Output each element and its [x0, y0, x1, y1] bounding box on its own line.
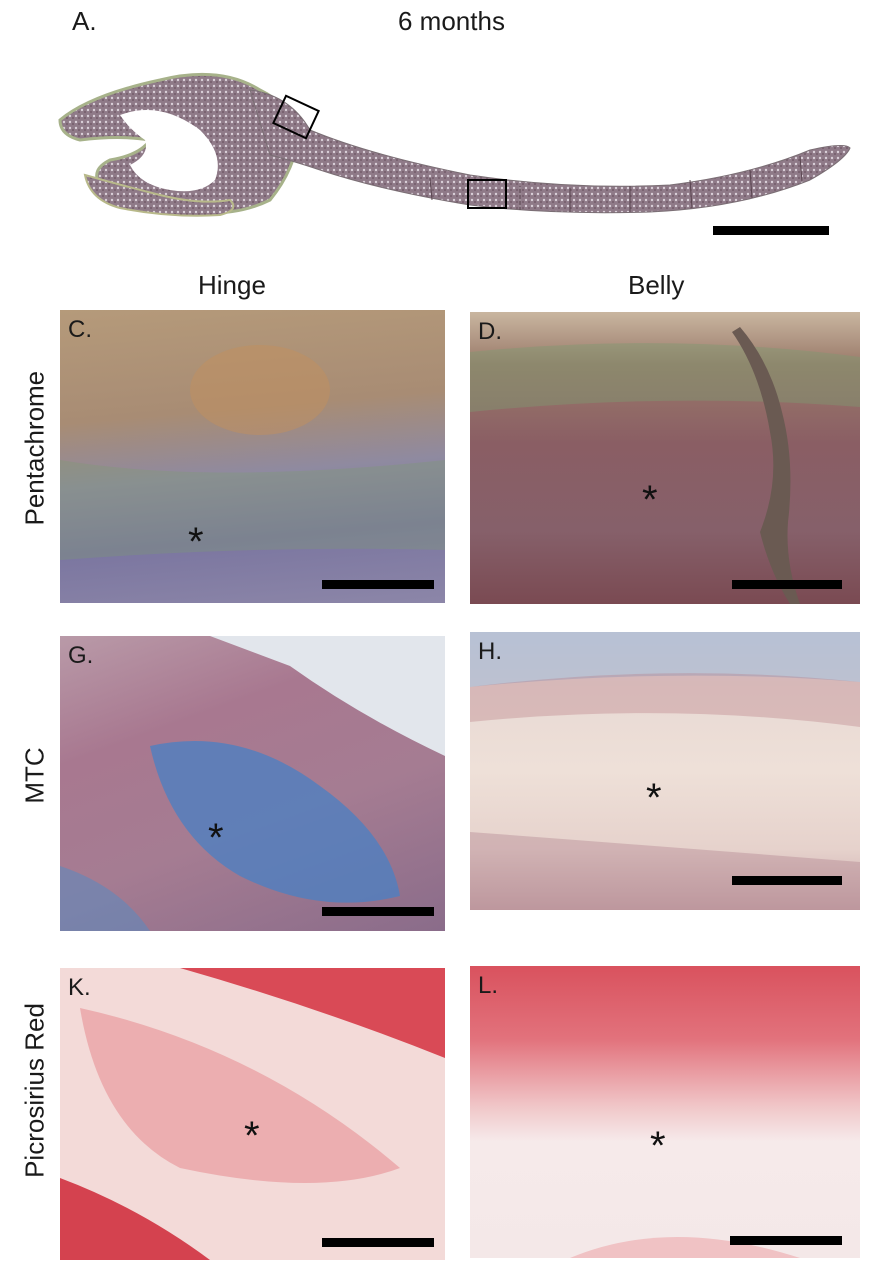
panel-g-image: G. * — [60, 636, 445, 931]
column-header-hinge: Hinge — [198, 270, 266, 300]
panel-h-label: H. — [478, 638, 502, 665]
panel-k-marker: * — [244, 1114, 260, 1158]
panel-c-image: C. * — [60, 310, 445, 603]
row-label-picrosirius-red: Picrosirius Red — [19, 1003, 50, 1178]
scale-bar-d — [732, 580, 842, 589]
panel-c-label: C. — [68, 316, 92, 343]
panel-a-title: 6 months — [398, 6, 505, 36]
scale-bar-h — [732, 876, 842, 885]
panel-d-marker: * — [642, 478, 658, 522]
panel-h-image: H. * — [470, 632, 860, 910]
panel-l-image: L. * — [470, 966, 860, 1258]
scale-bar-k — [322, 1238, 434, 1247]
panel-c-marker: * — [188, 520, 204, 564]
scale-bar-g — [322, 907, 434, 916]
scale-bar-l — [730, 1236, 842, 1245]
panel-a-label: A. — [72, 6, 97, 36]
panel-l-marker: * — [650, 1124, 666, 1168]
panel-h-marker: * — [646, 776, 662, 820]
panel-d-image: D. * — [470, 312, 860, 604]
panel-g-label: G. — [68, 642, 94, 669]
panel-k-label: K. — [68, 974, 91, 1001]
panel-d-label: D. — [478, 318, 502, 345]
panel-g-marker: * — [208, 816, 224, 860]
panel-k-image: K. * — [60, 968, 445, 1260]
scale-bar-c — [322, 580, 434, 589]
scale-bar-a — [713, 226, 829, 235]
column-header-belly: Belly — [628, 270, 685, 300]
panel-l-label: L. — [478, 972, 499, 999]
row-label-mtc: MTC — [19, 747, 50, 804]
row-label-pentachrome: Pentachrome — [19, 370, 50, 526]
specimen-overview-image — [50, 60, 860, 260]
